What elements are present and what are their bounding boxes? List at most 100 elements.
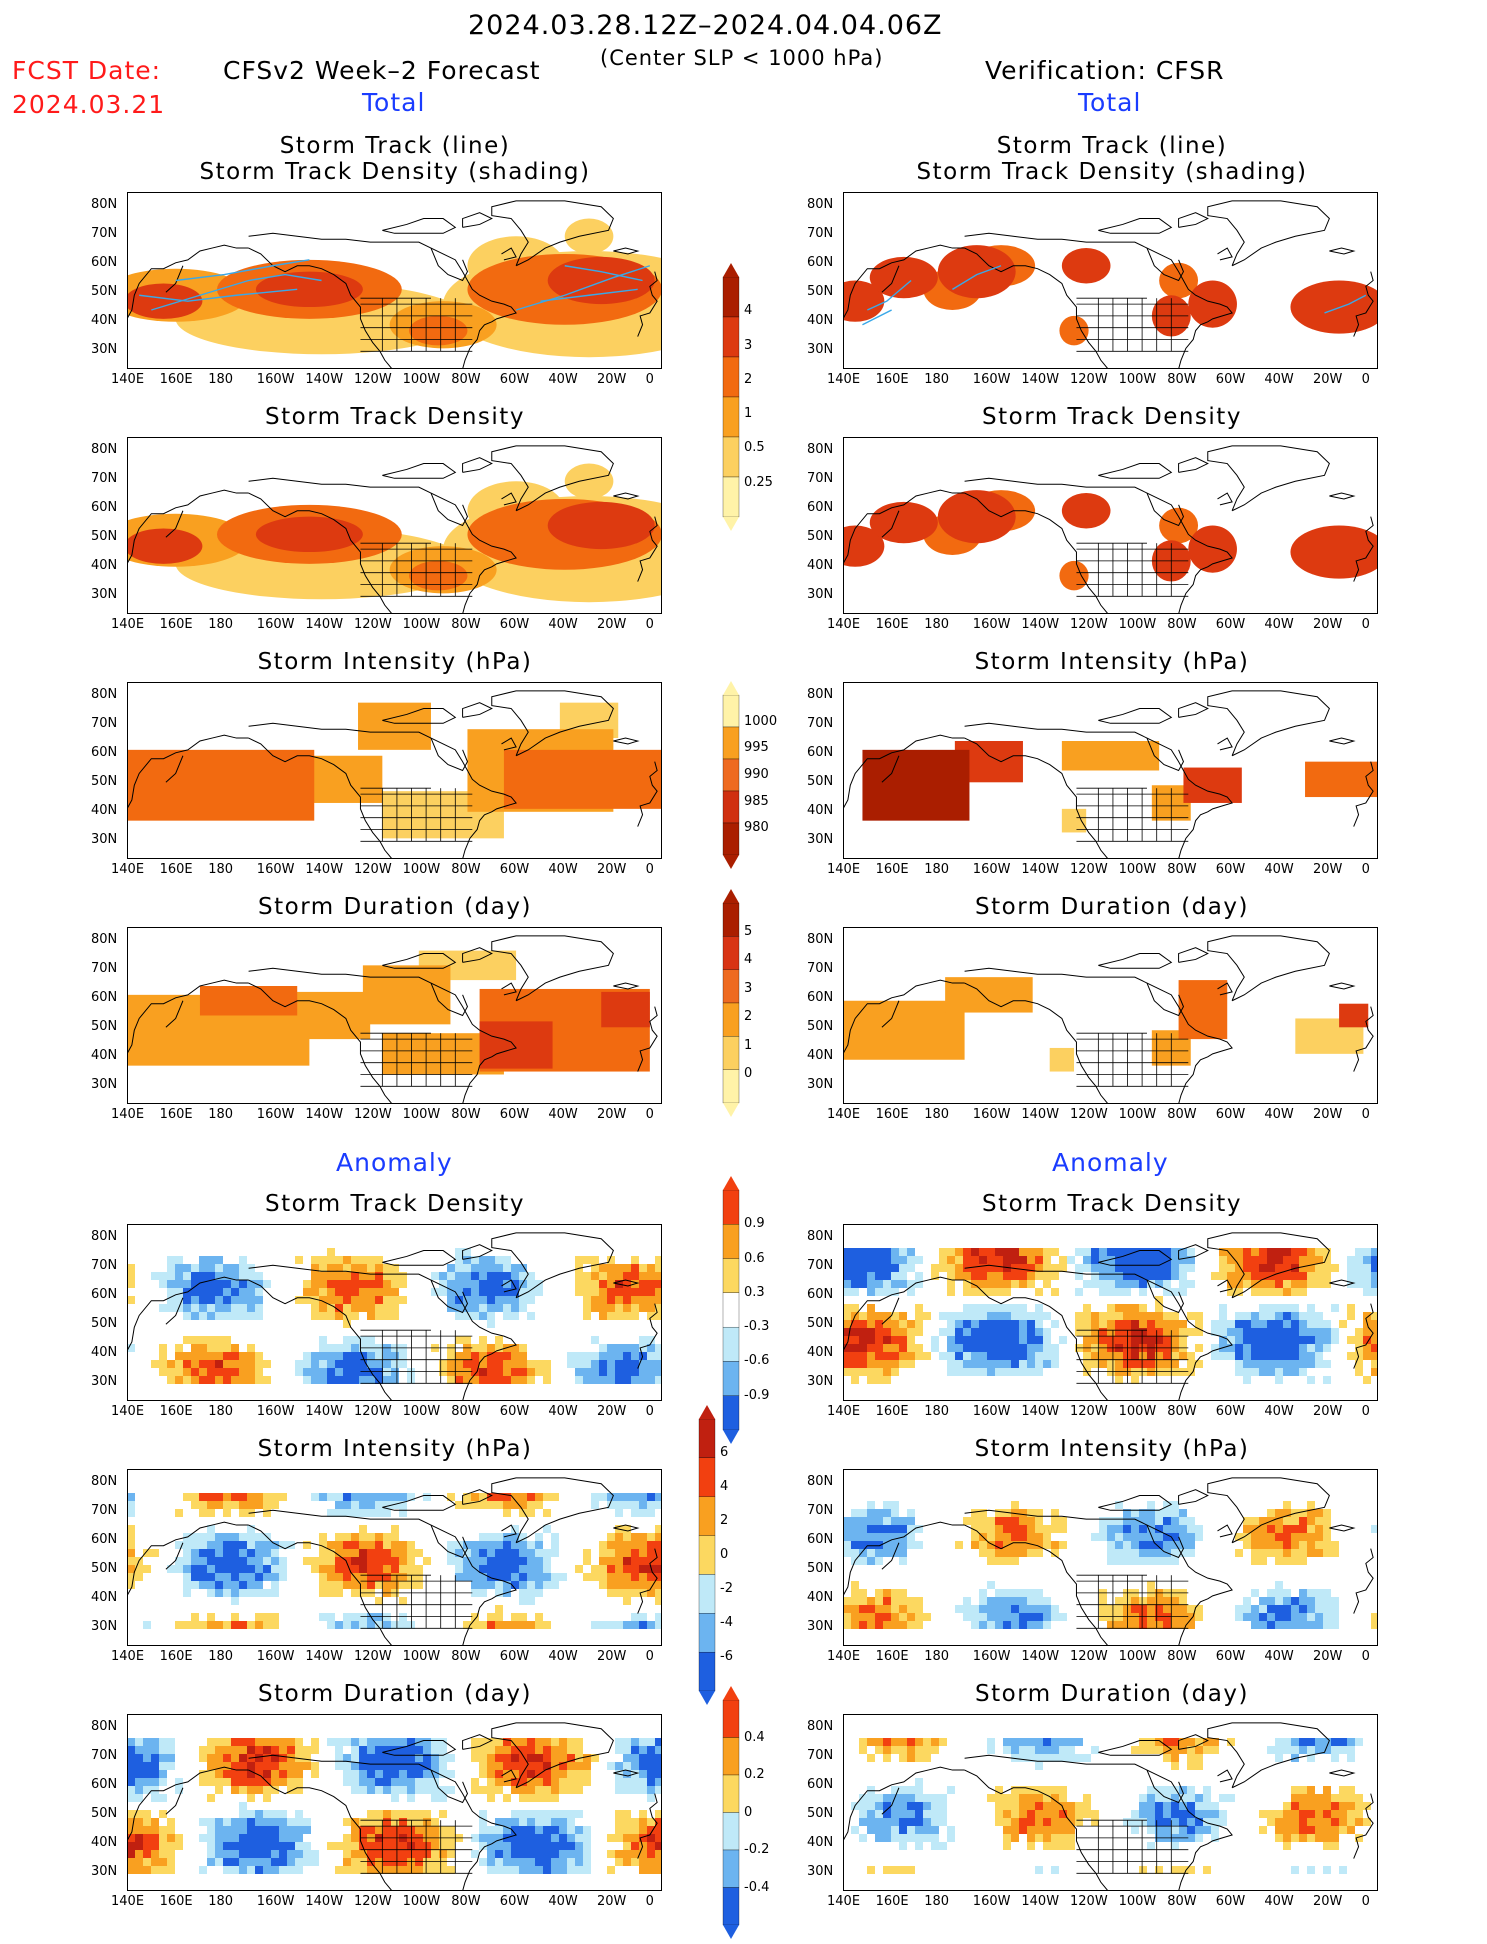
- lon-label: 180: [924, 1894, 950, 1909]
- map-panel-anom-density-right: [843, 1224, 1378, 1401]
- lon-label: 120W: [1070, 617, 1108, 632]
- lon-label: 40W: [548, 372, 578, 387]
- lon-label: 40W: [1264, 617, 1294, 632]
- map-panel-anom-duration-right: [843, 1714, 1378, 1891]
- lon-label: 80W: [1167, 372, 1197, 387]
- lon-label: 20W: [1313, 1107, 1343, 1122]
- colorbar-label: 0.25: [744, 474, 773, 490]
- lat-label: 80N: [91, 197, 118, 212]
- colorbar-label: 3: [744, 337, 753, 353]
- colorbar-label: 0.5: [744, 440, 765, 456]
- lon-label: 120W: [354, 1107, 392, 1122]
- lon-label: 60W: [499, 617, 530, 632]
- map-panel-intensity-left: [127, 682, 662, 859]
- lon-label: 80W: [451, 1649, 481, 1664]
- colorbar-label: -0.2: [744, 1842, 770, 1857]
- lon-label: 120W: [1070, 1894, 1108, 1909]
- lat-label: 80N: [807, 442, 834, 457]
- title-duration-right: Storm Duration (day): [975, 894, 1249, 920]
- lon-label: 20W: [597, 372, 627, 387]
- lon-label: 80W: [451, 1107, 481, 1122]
- verification-title: Verification: CFSR: [985, 56, 1225, 85]
- colorbar-label: 4: [720, 1479, 729, 1494]
- lon-label: 80W: [1167, 1649, 1197, 1664]
- lon-label: 120W: [1070, 862, 1108, 877]
- colorbar-label: 985: [744, 793, 769, 809]
- lon-label: 80W: [451, 372, 481, 387]
- lon-label: 100W: [1118, 1404, 1157, 1419]
- lat-label: 50N: [807, 1561, 834, 1576]
- lon-label: 20W: [597, 617, 627, 632]
- lon-label: 160W: [972, 372, 1011, 387]
- title-track-line-left: Storm Track (line): [279, 133, 511, 159]
- lon-label: 60W: [1215, 617, 1246, 632]
- lat-label: 60N: [807, 255, 834, 270]
- period-title: 2024.03.28.12Z–2024.04.04.06Z: [468, 10, 943, 41]
- lon-label: 180: [924, 862, 950, 877]
- lon-label: 160W: [256, 862, 295, 877]
- title-anom-density-left: Storm Track Density: [265, 1191, 525, 1217]
- lat-label: 80N: [91, 932, 118, 947]
- lon-label: 180: [924, 1649, 950, 1664]
- map-panel-anom-intensity-left: [127, 1469, 662, 1646]
- lat-label: 60N: [91, 1287, 118, 1302]
- title-duration-left: Storm Duration (day): [258, 894, 532, 920]
- lon-label: 120W: [1070, 1404, 1108, 1419]
- lat-label: 60N: [807, 1777, 834, 1792]
- lon-label: 20W: [597, 1107, 627, 1122]
- lat-label: 50N: [91, 529, 118, 544]
- lon-label: 0: [645, 617, 654, 632]
- map-panel-intensity-right: [843, 682, 1378, 859]
- title-intensity-left: Storm Intensity (hPa): [257, 649, 533, 675]
- colorbar-label: 0.3: [744, 1284, 765, 1300]
- lat-label: 70N: [91, 471, 118, 486]
- lon-label: 140W: [1021, 617, 1060, 632]
- lat-label: 40N: [91, 803, 118, 818]
- lon-label: 180: [208, 1649, 234, 1664]
- lon-label: 180: [208, 862, 234, 877]
- lon-label: 0: [1361, 372, 1370, 387]
- lon-label: 60W: [1215, 1107, 1246, 1122]
- colorbar-label: 0.4: [744, 1729, 765, 1745]
- lat-label: 40N: [91, 1345, 118, 1360]
- lon-label: 80W: [451, 1894, 481, 1909]
- lon-label: 140E: [111, 862, 145, 877]
- lon-label: 140W: [305, 372, 344, 387]
- fcst-date-value: 2024.03.21: [12, 90, 166, 119]
- lon-label: 160W: [256, 1404, 295, 1419]
- lon-label: 60W: [499, 372, 530, 387]
- lat-label: 40N: [807, 1048, 834, 1063]
- lon-label: 80W: [1167, 862, 1197, 877]
- lat-label: 40N: [807, 1590, 834, 1605]
- lon-label: 0: [1361, 1894, 1370, 1909]
- lon-label: 140W: [1021, 862, 1060, 877]
- lat-label: 70N: [91, 1503, 118, 1518]
- lat-label: 60N: [91, 255, 118, 270]
- lon-label: 80W: [451, 862, 481, 877]
- lon-label: 0: [1361, 862, 1370, 877]
- lat-label: 30N: [91, 1077, 118, 1092]
- colorbar-label: -0.6: [744, 1353, 770, 1369]
- lat-label: 40N: [807, 803, 834, 818]
- lon-label: 100W: [402, 1404, 441, 1419]
- lat-label: 30N: [807, 342, 834, 357]
- lon-label: 140E: [827, 1404, 861, 1419]
- lon-label: 40W: [1264, 372, 1294, 387]
- colorbar-label: 2: [744, 1009, 753, 1025]
- colorbar-label: -6: [720, 1649, 733, 1664]
- lat-label: 30N: [807, 832, 834, 847]
- lat-label: 70N: [91, 961, 118, 976]
- lon-label: 40W: [1264, 1404, 1294, 1419]
- lon-label: 160E: [875, 1404, 909, 1419]
- lon-label: 0: [645, 862, 654, 877]
- lon-label: 100W: [1118, 1107, 1157, 1122]
- lon-label: 140E: [111, 1404, 145, 1419]
- map-panel-density-right: [843, 437, 1378, 614]
- lon-label: 140W: [1021, 372, 1060, 387]
- lon-label: 160E: [875, 617, 909, 632]
- lon-label: 40W: [548, 1894, 578, 1909]
- lon-label: 140W: [305, 862, 344, 877]
- lon-label: 60W: [499, 1894, 530, 1909]
- lat-label: 60N: [91, 500, 118, 515]
- lat-label: 50N: [91, 774, 118, 789]
